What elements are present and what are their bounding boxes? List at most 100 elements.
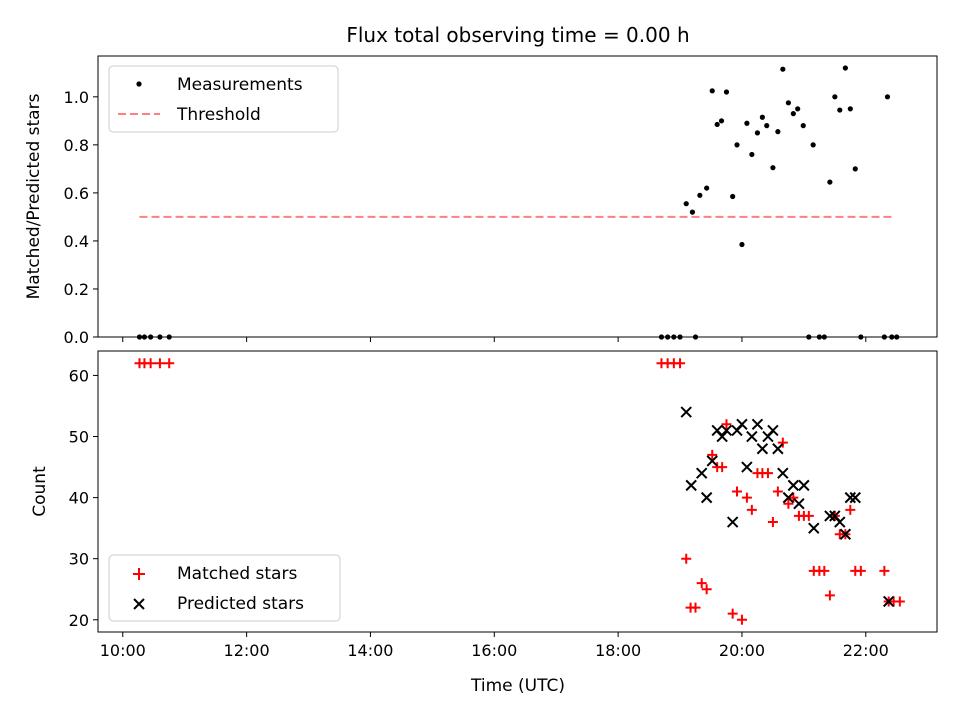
predicted-star-point: [756, 443, 769, 455]
measurement-point: [832, 94, 838, 100]
matched-star-point: [690, 602, 701, 613]
predicted-star-point: [839, 528, 852, 540]
top-y-tick-label: 0.8: [64, 136, 89, 155]
predicted-star-point: [824, 510, 836, 522]
measurement-point: [852, 166, 858, 172]
bottom-axes-frame: [97, 350, 938, 633]
matched-star-point: [145, 358, 156, 369]
bottom-y-tick-label: 40: [69, 489, 89, 508]
legend-threshold-label: Threshold: [176, 105, 261, 125]
legend-matched-stars-marker: [133, 568, 145, 580]
measurement-point: [749, 151, 755, 158]
matched-star-point: [762, 468, 773, 479]
predicted-star-point: [751, 418, 764, 431]
top-y-axis-label: Matched/Predicted stars: [24, 93, 44, 299]
matched-star-point: [675, 358, 686, 369]
predicted-star-point: [720, 424, 733, 437]
measurement-point: [723, 89, 730, 95]
measurement-point: [754, 130, 761, 136]
measurement-point: [683, 201, 689, 207]
measurement-point: [790, 111, 796, 117]
matched-star-point: [803, 510, 814, 521]
predicted-star-point: [726, 516, 739, 528]
predicted-star-point: [736, 418, 748, 431]
top-legend: Measurements Threshold: [108, 65, 339, 133]
legend-measurements-label: Measurements: [177, 75, 303, 95]
bottom-legend-box: [108, 554, 341, 622]
predicted-star-point: [849, 491, 861, 504]
top-legend-box: [108, 65, 339, 133]
matched-star-point: [736, 614, 747, 625]
predicted-star-point: [716, 430, 728, 443]
predicted-star-point: [746, 430, 758, 443]
top-y-tick-label: 0.4: [64, 232, 89, 251]
matched-star-point: [741, 492, 752, 503]
matched-star-point: [879, 565, 890, 576]
measurement-point: [770, 165, 776, 171]
predicted-star-point: [808, 522, 820, 534]
bottom-y-tick-label: 60: [69, 366, 89, 385]
bottom-axes-ticks: 20 30 40 50 60 10:00 12:00 14:00 16:00 18:00 20:00…: [69, 366, 889, 660]
matched-star-point: [701, 584, 712, 595]
predicted-star-point: [834, 516, 846, 528]
measurement-point: [714, 121, 720, 128]
predicted-star-point: [798, 479, 810, 492]
top-axes-ticks: 0.0 0.2 0.4 0.6 0.8 1.0: [64, 88, 867, 347]
chart-title: Flux total observing time = 0.00 h: [346, 23, 689, 47]
measurement-point: [775, 129, 781, 135]
matched-star-point: [777, 437, 788, 448]
matched-star-point: [894, 596, 905, 607]
bottom-y-tick-label: 30: [69, 550, 89, 569]
matched-star-point: [788, 492, 799, 503]
legend-matched-stars-label: Matched stars: [177, 564, 297, 584]
measurement-point: [795, 106, 801, 112]
measurement-point: [785, 100, 791, 106]
predicted-star-point: [680, 406, 692, 418]
top-y-tick-label: 1.0: [64, 88, 89, 107]
matched-star-point: [707, 449, 718, 460]
measurement-point: [739, 241, 745, 248]
matched-star-point: [767, 517, 778, 528]
legend-predicted-stars-marker: [133, 598, 145, 610]
matched-star-point: [819, 565, 830, 576]
matched-star-point: [164, 358, 175, 369]
predicted-star-point: [793, 498, 805, 510]
bottom-x-tick-label: 22:00: [843, 641, 889, 660]
matched-star-point: [696, 578, 707, 589]
predicted-star-point: [782, 491, 795, 504]
matched-star-point: [732, 486, 743, 497]
matched-star-point: [783, 498, 794, 509]
measurement-point: [837, 107, 843, 113]
matched-star-point: [727, 608, 738, 619]
measurement-point: [704, 185, 710, 191]
measurement-point: [718, 118, 725, 124]
legend-measurements-marker: [136, 81, 142, 87]
bottom-x-tick-label: 10:00: [100, 641, 146, 660]
top-y-tick-label: 0.2: [64, 280, 89, 299]
measurement-point: [764, 123, 770, 129]
matched-star-point: [845, 504, 856, 515]
matched-star-point: [746, 504, 757, 515]
measurement-point: [709, 88, 715, 94]
measurement-point: [847, 106, 853, 112]
top-y-tick-label: 0.0: [64, 328, 89, 347]
predicted-star-point: [700, 491, 713, 504]
bottom-x-tick-label: 16:00: [471, 641, 517, 660]
matched-star-point: [721, 419, 732, 430]
matched-star-point: [681, 553, 692, 564]
predicted-star-point: [767, 424, 779, 437]
measurement-point: [689, 209, 696, 215]
bottom-y-axis-label: Count: [30, 466, 50, 517]
predicted-star-point: [696, 467, 708, 479]
predicted-star-point: [844, 491, 857, 504]
matched-star-point: [717, 462, 728, 473]
predicted-star-point: [685, 479, 697, 492]
predicted-star-point: [777, 467, 789, 479]
predicted-star-point: [706, 455, 718, 467]
matched-star-point: [824, 590, 835, 601]
predicted-star-point: [741, 461, 753, 473]
bottom-x-tick-label: 20:00: [719, 641, 765, 660]
top-axes-series: [136, 65, 900, 340]
measurement-point: [744, 120, 750, 126]
matched-star-point: [855, 565, 866, 576]
